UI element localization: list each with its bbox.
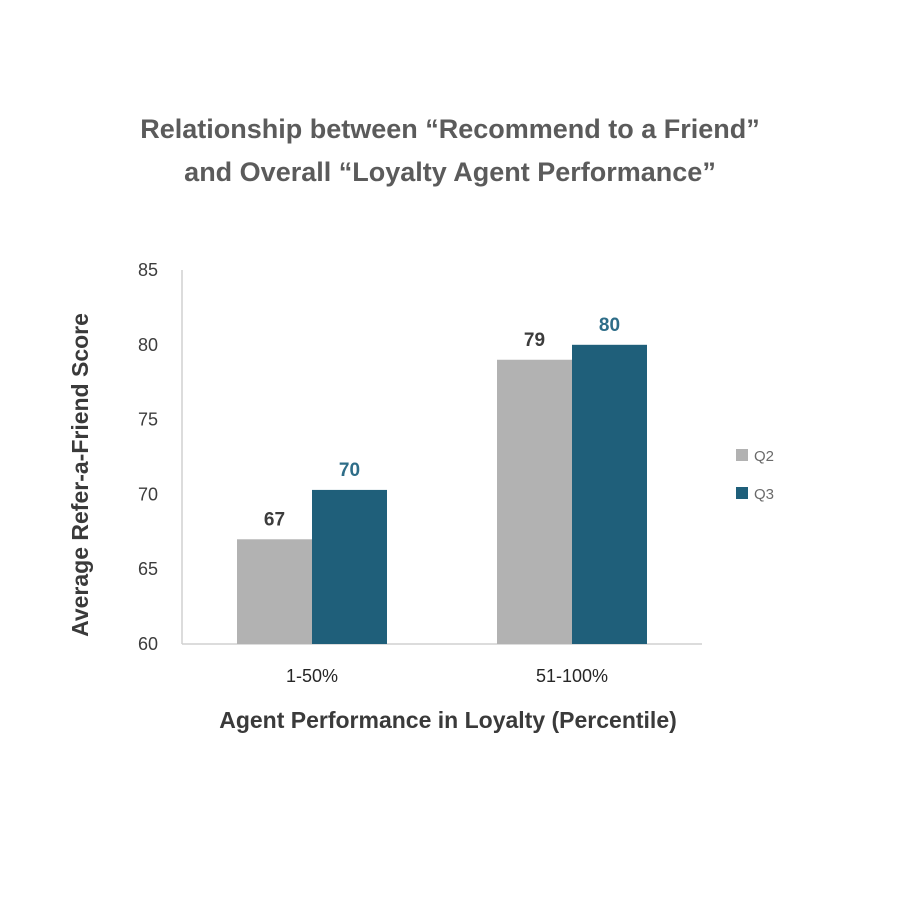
data-label-q3-2: 80	[599, 315, 620, 336]
legend: Q2 Q3	[736, 448, 774, 503]
chart-title: Relationship between “Recommend to a Fri…	[0, 108, 900, 194]
x-category-label: 1-50%	[286, 666, 338, 686]
data-labels: 67 70 79 80	[264, 315, 620, 530]
bar-q3-1	[312, 489, 387, 644]
y-tick-label: 70	[138, 484, 158, 504]
y-tick-label: 60	[138, 634, 158, 654]
data-label-q2-1: 67	[264, 509, 285, 530]
y-axis: 60 65 70 75 80 85	[138, 260, 183, 654]
legend-swatch-q3	[736, 487, 748, 499]
y-tick-label: 85	[138, 260, 158, 280]
x-axis-title: Agent Performance in Loyalty (Percentile…	[219, 707, 677, 733]
legend-label-q3: Q3	[754, 486, 774, 503]
x-category-label: 51-100%	[536, 666, 608, 686]
legend-swatch-q2	[736, 449, 748, 461]
y-axis-title: Average Refer-a-Friend Score	[67, 313, 93, 637]
data-label-q3-1: 70	[339, 460, 360, 481]
legend-label-q2: Q2	[754, 448, 774, 465]
y-tick-label: 80	[138, 335, 158, 355]
x-axis: 1-50% 51-100%	[182, 643, 702, 686]
bar-q2-1	[237, 539, 312, 644]
chart-title-line-1: Relationship between “Recommend to a Fri…	[140, 114, 760, 144]
bar-q2-2	[497, 359, 572, 644]
y-tick-label: 75	[138, 410, 158, 430]
data-label-q2-2: 79	[524, 330, 545, 351]
bars	[237, 344, 647, 644]
bar-q3-2	[572, 344, 647, 644]
chart-title-line-2: and Overall “Loyalty Agent Performance”	[184, 157, 716, 187]
y-tick-label: 65	[138, 559, 158, 579]
